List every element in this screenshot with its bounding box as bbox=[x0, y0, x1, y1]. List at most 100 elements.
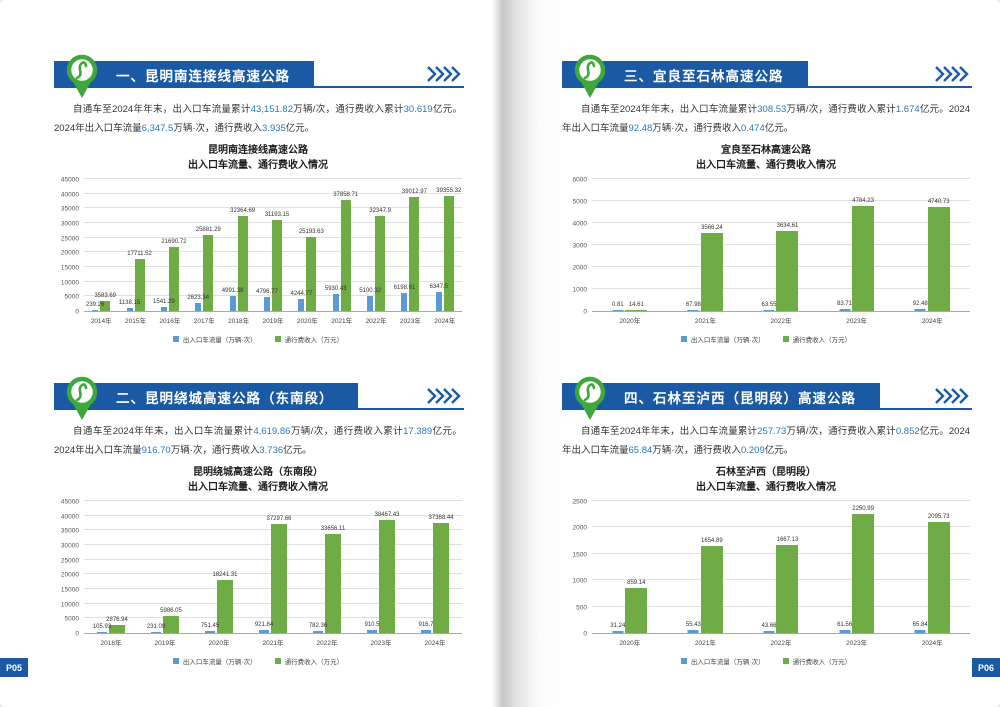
x-axis-tick-label: 2023年 bbox=[370, 640, 392, 648]
chart-plot-area: 0 500 1000 1500 2000 2500 31.24 859.14 55.43 1654… bbox=[562, 499, 970, 638]
paragraph-text: 自通车至2024年年末，出入口车流量累计 bbox=[581, 426, 758, 438]
y-axis-tick-label: 1000 bbox=[572, 286, 587, 294]
legend-item: 通行费收入（万元） bbox=[274, 656, 343, 666]
traffic-bar bbox=[612, 631, 624, 634]
x-axis-tick-label: 2016年 bbox=[159, 318, 181, 326]
chart-title-line1: 石林至泸西（昆明段） bbox=[716, 467, 816, 479]
revenue-value-label: 33656.11 bbox=[320, 526, 346, 533]
traffic-value-label: 6198.61 bbox=[393, 284, 416, 291]
paragraph-text: 自通车至2024年年末，出入口车流量累计 bbox=[73, 104, 251, 115]
section-title-banner: 二、昆明绕城高速公路（东南段） bbox=[54, 383, 358, 411]
traffic-value-label: 4991.38 bbox=[221, 288, 244, 295]
revenue-bar bbox=[340, 199, 351, 312]
x-axis-tick-label: 2024年 bbox=[424, 640, 446, 648]
y-axis-tick-label: 1500 bbox=[572, 551, 587, 559]
stat-value: 0.209 bbox=[740, 444, 765, 456]
traffic-bar bbox=[435, 292, 442, 312]
gridline bbox=[592, 526, 970, 528]
x-axis-labels: 2014年 2015年 2016年 2017年 2018年 2019年 2020年 2021年… bbox=[84, 315, 462, 325]
bar-group: 231.09 5986.05 bbox=[138, 502, 192, 634]
revenue-bar bbox=[168, 247, 179, 312]
section-shilin-luxi: 四、石林至泸西（昆明段）高速公路 自通车至2024年年末，出入口车流量累计257… bbox=[560, 376, 972, 666]
legend-swatch bbox=[172, 658, 179, 665]
traffic-bar bbox=[195, 303, 202, 312]
bar-group: 63.55 3634.61 bbox=[743, 180, 819, 312]
chart-title: 宜良至石林高速公路 出入口车流量、通行费收入情况 bbox=[562, 144, 970, 173]
bar-group: 916.7 37368.44 bbox=[408, 502, 462, 634]
revenue-bar bbox=[776, 231, 799, 312]
bar-group: 55.43 1654.89 bbox=[668, 502, 744, 634]
bar-group: 910.5 38467.43 bbox=[354, 502, 408, 634]
section-header: 三、宜良至石林高速公路 bbox=[560, 54, 972, 98]
traffic-value-label: 1138.15 bbox=[118, 299, 141, 306]
bar-group: 2623.34 25881.29 bbox=[187, 180, 221, 312]
page-left: 一、昆明南连接线高速公路 自通车至2024年年末，出入口车流量累计43,151.… bbox=[0, 0, 506, 707]
section-header: 一、昆明南连接线高速公路 bbox=[52, 54, 464, 98]
section-header: 四、石林至泸西（昆明段）高速公路 bbox=[560, 376, 972, 421]
legend-item: 出入口车流量（万辆·次） bbox=[172, 334, 257, 345]
paragraph-text: 万辆·次，通行费收入 bbox=[173, 122, 263, 134]
y-axis-tick-label: 5000 bbox=[64, 615, 79, 623]
paragraph-text: 亿元。2024年出入口车流量 bbox=[562, 104, 971, 134]
plot-grid: 239.26 3583.69 1138.15 17711.52 1541.29 21690… bbox=[84, 178, 462, 313]
traffic-bar bbox=[126, 307, 133, 312]
revenue-value-label: 4784.23 bbox=[852, 197, 874, 204]
chart-legend: 出入口车流量（万辆·次） 通行费收入（万元） bbox=[562, 656, 970, 666]
traffic-value-label: 61.56 bbox=[837, 621, 853, 628]
traffic-bar bbox=[97, 632, 107, 634]
traffic-value-label: 921.84 bbox=[254, 622, 274, 629]
stat-value: 92.48 bbox=[628, 122, 653, 134]
traffic-value-label: 63.55 bbox=[761, 301, 777, 308]
y-axis-tick-label: 40000 bbox=[60, 191, 79, 199]
legend-item: 通行费收入（万元） bbox=[274, 334, 343, 344]
traffic-bar bbox=[229, 296, 236, 312]
bar-group: 1138.15 17711.52 bbox=[118, 180, 152, 312]
y-axis-tick-label: 10000 bbox=[60, 601, 79, 609]
traffic-value-label: 5100.32 bbox=[359, 288, 381, 295]
traffic-bar bbox=[92, 310, 99, 312]
y-axis-tick-label: 0 bbox=[75, 308, 79, 316]
traffic-bar bbox=[763, 309, 775, 312]
stat-value: 0.852 bbox=[895, 426, 920, 438]
revenue-bar bbox=[625, 587, 648, 634]
traffic-value-label: 5930.43 bbox=[324, 285, 347, 292]
y-axis: 0 1000 2000 3000 4000 5000 6000 bbox=[562, 177, 592, 316]
revenue-value-label: 4740.73 bbox=[927, 198, 950, 205]
traffic-value-label: 31.24 bbox=[610, 623, 626, 630]
bar-group: 61.56 2250.99 bbox=[819, 502, 895, 634]
page-number-right: P06 bbox=[972, 658, 1000, 677]
revenue-value-label: 39355.32 bbox=[436, 187, 462, 194]
revenue-value-label: 37858.71 bbox=[333, 191, 359, 198]
bar-group: 782.36 33656.11 bbox=[300, 502, 354, 634]
stat-value: 3.736 bbox=[259, 444, 284, 456]
traffic-bar bbox=[914, 309, 926, 312]
section-paragraph: 自通车至2024年年末，出入口车流量累计43,151.82万辆/次，通行费收入累… bbox=[54, 101, 462, 138]
plot-grid: 31.24 859.14 55.43 1654.89 43.66 1667.13 61.56… bbox=[592, 500, 970, 635]
y-axis-tick-label: 35000 bbox=[60, 205, 79, 213]
revenue-bar bbox=[100, 300, 111, 312]
plot-grid: 0.81 14.61 67.98 3566.24 63.55 3634.61 83.71 47… bbox=[592, 178, 970, 313]
chart-legend: 出入口车流量（万辆·次） 通行费收入（万元） bbox=[562, 334, 970, 344]
legend-label: 出入口车流量（万辆·次） bbox=[182, 337, 257, 345]
y-axis-tick-label: 20000 bbox=[60, 571, 79, 579]
traffic-value-label: 916.7 bbox=[418, 622, 434, 629]
x-axis-tick-label: 2019年 bbox=[262, 318, 284, 326]
page-number-left: P05 bbox=[0, 658, 28, 677]
y-axis: 0 500 1000 1500 2000 2500 bbox=[562, 499, 592, 638]
revenue-value-label: 2095.73 bbox=[927, 514, 950, 521]
chart-title-line2: 出入口车流量、通行费收入情况 bbox=[696, 481, 836, 493]
x-axis-tick-label: 2024年 bbox=[921, 318, 943, 326]
x-axis-tick-label: 2019年 bbox=[154, 640, 176, 648]
y-axis-tick-label: 5000 bbox=[64, 293, 79, 301]
stat-value: 1.674 bbox=[895, 104, 920, 115]
traffic-value-label: 2623.34 bbox=[187, 295, 210, 302]
section-header: 二、昆明绕城高速公路（东南段） bbox=[52, 376, 464, 421]
traffic-value-label: 4796.77 bbox=[256, 288, 278, 295]
traffic-value-label: 105.93 bbox=[92, 624, 112, 631]
traffic-value-label: 65.84 bbox=[912, 621, 928, 628]
section-title: 二、昆明绕城高速公路（东南段） bbox=[116, 390, 334, 406]
y-axis-tick-label: 25000 bbox=[60, 557, 79, 565]
legend-item: 出入口车流量（万辆·次） bbox=[172, 656, 257, 666]
chart-yiliang-shilin: 宜良至石林高速公路 出入口车流量、通行费收入情况 0 1000 2000 3000 4000… bbox=[560, 144, 972, 344]
stat-value: 3.935 bbox=[262, 122, 286, 134]
